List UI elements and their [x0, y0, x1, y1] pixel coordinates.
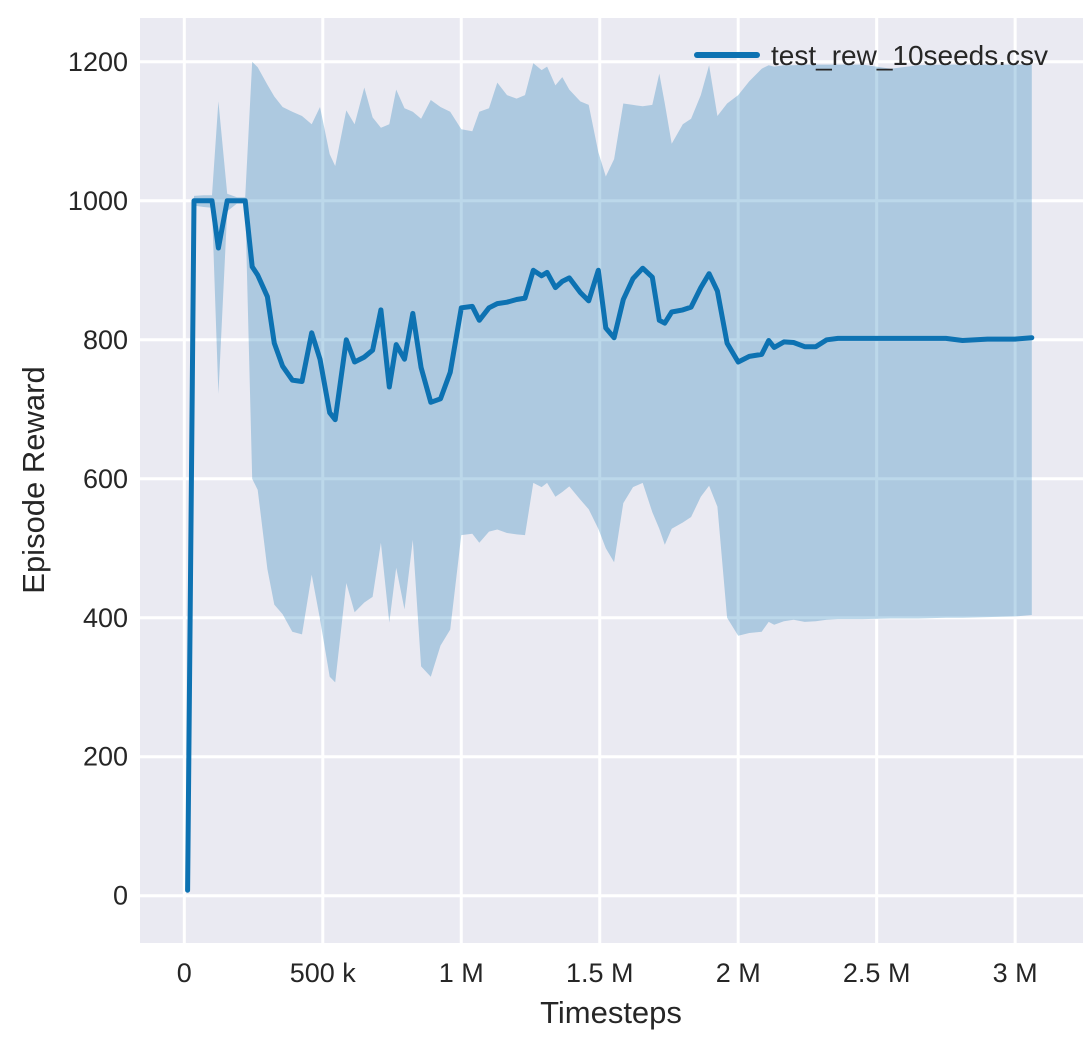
- x-tick-labels: 0 500 k 1 M 1.5 M 2 M 2.5 M 3 M: [177, 958, 1038, 988]
- legend-label: test_rew_10seeds.csv: [771, 40, 1048, 71]
- y-axis-label: Episode Reward: [16, 366, 51, 593]
- x-tick-label: 1 M: [439, 958, 484, 988]
- confidence-band: [187, 61, 1032, 894]
- y-tick-label: 400: [83, 603, 128, 633]
- y-tick-labels: 0 200 400 600 800 1000 1200: [68, 47, 128, 911]
- y-tick-label: 0: [113, 881, 128, 911]
- y-tick-label: 200: [83, 742, 128, 772]
- y-tick-label: 800: [83, 325, 128, 355]
- legend: test_rew_10seeds.csv: [694, 40, 1048, 71]
- plot-area: [140, 18, 1083, 943]
- mean-line: [185, 198, 1035, 893]
- x-tick-label: 2 M: [716, 958, 761, 988]
- x-axis-label: Timesteps: [540, 995, 682, 1030]
- gridlines: [140, 18, 1083, 943]
- x-tick-label: 2.5 M: [843, 958, 911, 988]
- y-tick-label: 600: [83, 464, 128, 494]
- y-tick-label: 1200: [68, 47, 128, 77]
- x-tick-label: 0: [177, 958, 192, 988]
- x-tick-label: 1.5 M: [566, 958, 634, 988]
- x-tick-label: 3 M: [993, 958, 1038, 988]
- y-tick-label: 1000: [68, 186, 128, 216]
- x-tick-label: 500 k: [290, 958, 357, 988]
